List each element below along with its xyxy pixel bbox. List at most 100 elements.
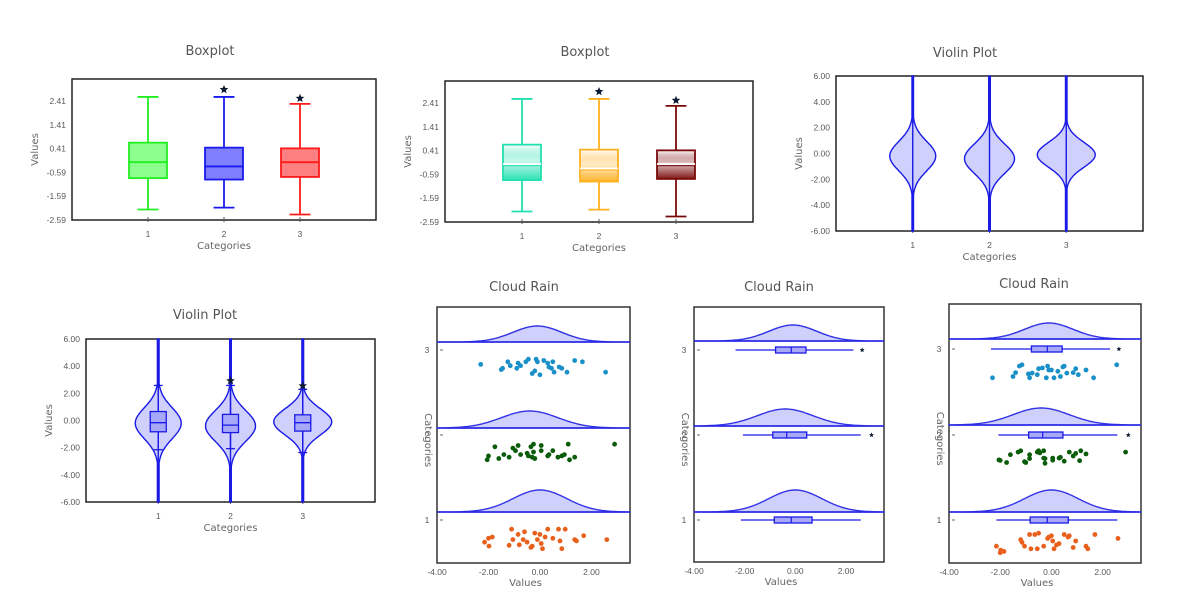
data-point [1092, 532, 1098, 537]
x-tick-label: -2.00 [991, 567, 1011, 577]
horizontal-box [740, 516, 861, 524]
data-point [515, 532, 521, 537]
outlier-star-icon [859, 347, 865, 353]
data-point [1061, 458, 1067, 464]
data-point [1008, 452, 1013, 458]
y-tick-label: 2.00 [813, 123, 830, 133]
data-point [478, 362, 484, 367]
y-tick-label: 4.00 [813, 97, 830, 107]
y-tick-label: -1.59 [47, 191, 67, 201]
y-tick-label: 1.41 [49, 120, 66, 130]
data-point [551, 369, 557, 375]
y-axis-label: Categories [679, 413, 690, 467]
boxplot-a: Boxplot 2.41 1.41 0.41 -0.59 -1.59 -2.59 1 2 3 Cat… [30, 44, 377, 252]
data-point [1041, 543, 1047, 549]
iqr-box [773, 516, 813, 524]
y-tick-label: -4.00 [811, 200, 831, 210]
data-point [1075, 372, 1081, 378]
x-tick-label: -2.00 [735, 566, 755, 576]
x-axis-label: Values [1021, 578, 1054, 589]
data-point [1049, 367, 1054, 373]
data-point [1123, 449, 1128, 455]
data-point [1083, 367, 1089, 373]
data-point [1061, 363, 1067, 369]
iqr-box [221, 413, 240, 434]
x-axis-label: Categories [197, 241, 251, 252]
chart-title: Boxplot [185, 44, 234, 59]
raincloud-row-2: 2 [682, 408, 884, 440]
data-point [513, 448, 518, 454]
raincloud-row-1: 1 [937, 489, 1142, 556]
iqr-box [1027, 431, 1064, 439]
y-tick-label: 2.00 [63, 388, 80, 398]
x-tick-label: -4.00 [427, 567, 447, 577]
data-point [506, 542, 512, 548]
cloudrain-b: Cloud Rain 1 2 3 -4.00 -2.00 0.00 2.00 Values Cat… [679, 280, 885, 588]
x-tick-label: 1 [520, 231, 525, 241]
x-axis-label: Categories [204, 523, 258, 534]
data-point [574, 538, 579, 544]
y-axis-label: Values [30, 133, 41, 166]
data-point [537, 372, 543, 378]
data-point [994, 543, 999, 549]
data-point [1077, 458, 1082, 464]
raincloud-row-2: 2 [937, 407, 1141, 466]
x-tick-label: 3 [674, 231, 679, 241]
horizontal-box [742, 431, 874, 439]
x-axis-label: Categories [963, 252, 1017, 263]
y-tick-label: 3 [682, 345, 687, 355]
data-point [492, 444, 498, 450]
y-tick-label: 2 [425, 430, 430, 440]
data-point [515, 443, 521, 448]
horizontal-box [990, 345, 1122, 353]
data-point [500, 365, 505, 371]
data-point [546, 452, 552, 457]
data-point [612, 441, 617, 447]
y-tick-label: 1 [425, 515, 430, 525]
data-point [1019, 539, 1025, 545]
data-point [1085, 546, 1091, 552]
data-point [1027, 375, 1032, 381]
y-tick-label: 3 [425, 345, 430, 355]
raincloud-row-1: 1 [682, 489, 885, 525]
box-2 [221, 376, 240, 450]
x-tick-label: 2 [597, 231, 602, 241]
data-point [1001, 549, 1007, 554]
y-tick-label: 0.41 [422, 146, 439, 156]
data-point [505, 359, 511, 365]
data-point [1019, 362, 1025, 368]
data-point [518, 363, 523, 369]
y-tick-label: 1 [937, 515, 942, 525]
data-point [572, 454, 578, 460]
data-point [486, 453, 491, 459]
data-point [496, 456, 502, 461]
y-tick-label: 0.00 [813, 149, 830, 159]
chart-title: Cloud Rain [489, 280, 559, 295]
data-point [509, 526, 514, 532]
y-tick-label: -6.00 [811, 226, 831, 236]
data-point [482, 539, 487, 545]
data-point [526, 453, 531, 459]
data-point [562, 452, 567, 457]
data-point [550, 535, 556, 541]
data-point [604, 537, 610, 542]
x-tick-label: 2.00 [1094, 567, 1111, 577]
raincloud-row-1: 1 [425, 489, 631, 552]
y-axis-label: Values [44, 404, 55, 437]
data-point [557, 538, 563, 544]
data-point [1050, 457, 1056, 463]
data-point [603, 369, 608, 375]
data-point [1051, 375, 1057, 381]
iqr-box [204, 146, 244, 181]
data-point [1034, 546, 1040, 552]
data-point [1091, 375, 1096, 381]
chart-title: Cloud Rain [999, 277, 1069, 292]
y-tick-label: 6.00 [63, 334, 80, 344]
outlier-star-icon [226, 376, 235, 385]
data-point [1042, 460, 1048, 466]
outlier-star-icon [594, 87, 604, 96]
x-tick-label: 2 [987, 240, 992, 250]
y-tick-label: -2.00 [811, 174, 831, 184]
data-point [562, 526, 568, 532]
